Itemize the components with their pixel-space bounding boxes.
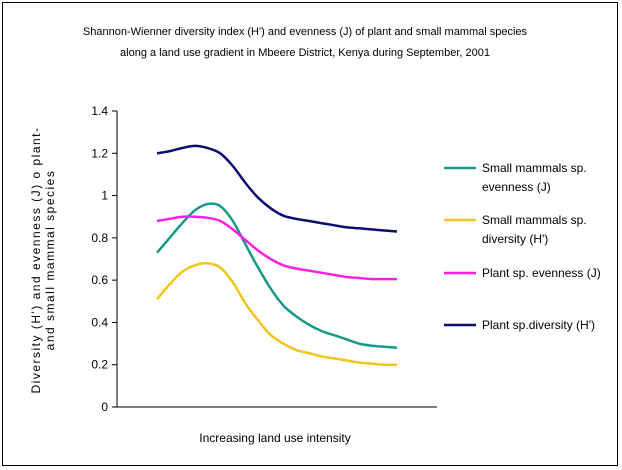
y-axis-label-line-2: and small mammal species [43, 170, 57, 351]
y-tick-label: 0.8 [91, 231, 108, 245]
axes [116, 111, 437, 408]
series-line-1 [156, 261, 398, 367]
legend-label-1: Small mammals sp. [482, 213, 587, 227]
chart-frame [2, 2, 618, 466]
y-tick-label: 1 [101, 189, 108, 203]
series-line-2 [156, 215, 397, 281]
series-line-3 [156, 144, 398, 233]
legend-label-2: Plant sp. evenness (J) [482, 266, 601, 280]
y-tick-label: 0 [101, 400, 108, 414]
y-tick-label: 0.4 [91, 315, 108, 329]
y-axis-ticks: 0 0.2 0.4 0.6 0.8 1 1.2 1.4 [91, 104, 117, 414]
legend-label-3: Plant sp.diversity (H') [482, 318, 595, 332]
y-tick-label: 0.2 [91, 358, 108, 372]
y-tick-label: 1.4 [91, 104, 108, 118]
y-tick-label: 1.2 [91, 146, 108, 160]
chart-title-line-1: Shannon-Wienner diversity index (H') and… [83, 26, 528, 38]
x-axis-label: Increasing land use intensity [199, 431, 350, 445]
chart-title-line-2: along a land use gradient in Mbeere Dist… [120, 47, 490, 59]
y-axis-label: Diversity (H') and evenness (J) o plant-… [29, 126, 57, 393]
y-axis-label-line-1: Diversity (H') and evenness (J) o plant- [29, 126, 43, 393]
legend-label-1: diversity (H') [482, 232, 548, 246]
series-lines [156, 144, 398, 367]
series-line-0 [156, 202, 398, 350]
legend: Small mammals sp. evenness (J) Small mamma… [444, 161, 601, 332]
legend-label-0: Small mammals sp. [482, 161, 587, 175]
chart-title: Shannon-Wienner diversity index (H') and… [83, 26, 528, 59]
legend-label-0: evenness (J) [482, 180, 551, 194]
y-tick-label: 0.6 [91, 273, 108, 287]
